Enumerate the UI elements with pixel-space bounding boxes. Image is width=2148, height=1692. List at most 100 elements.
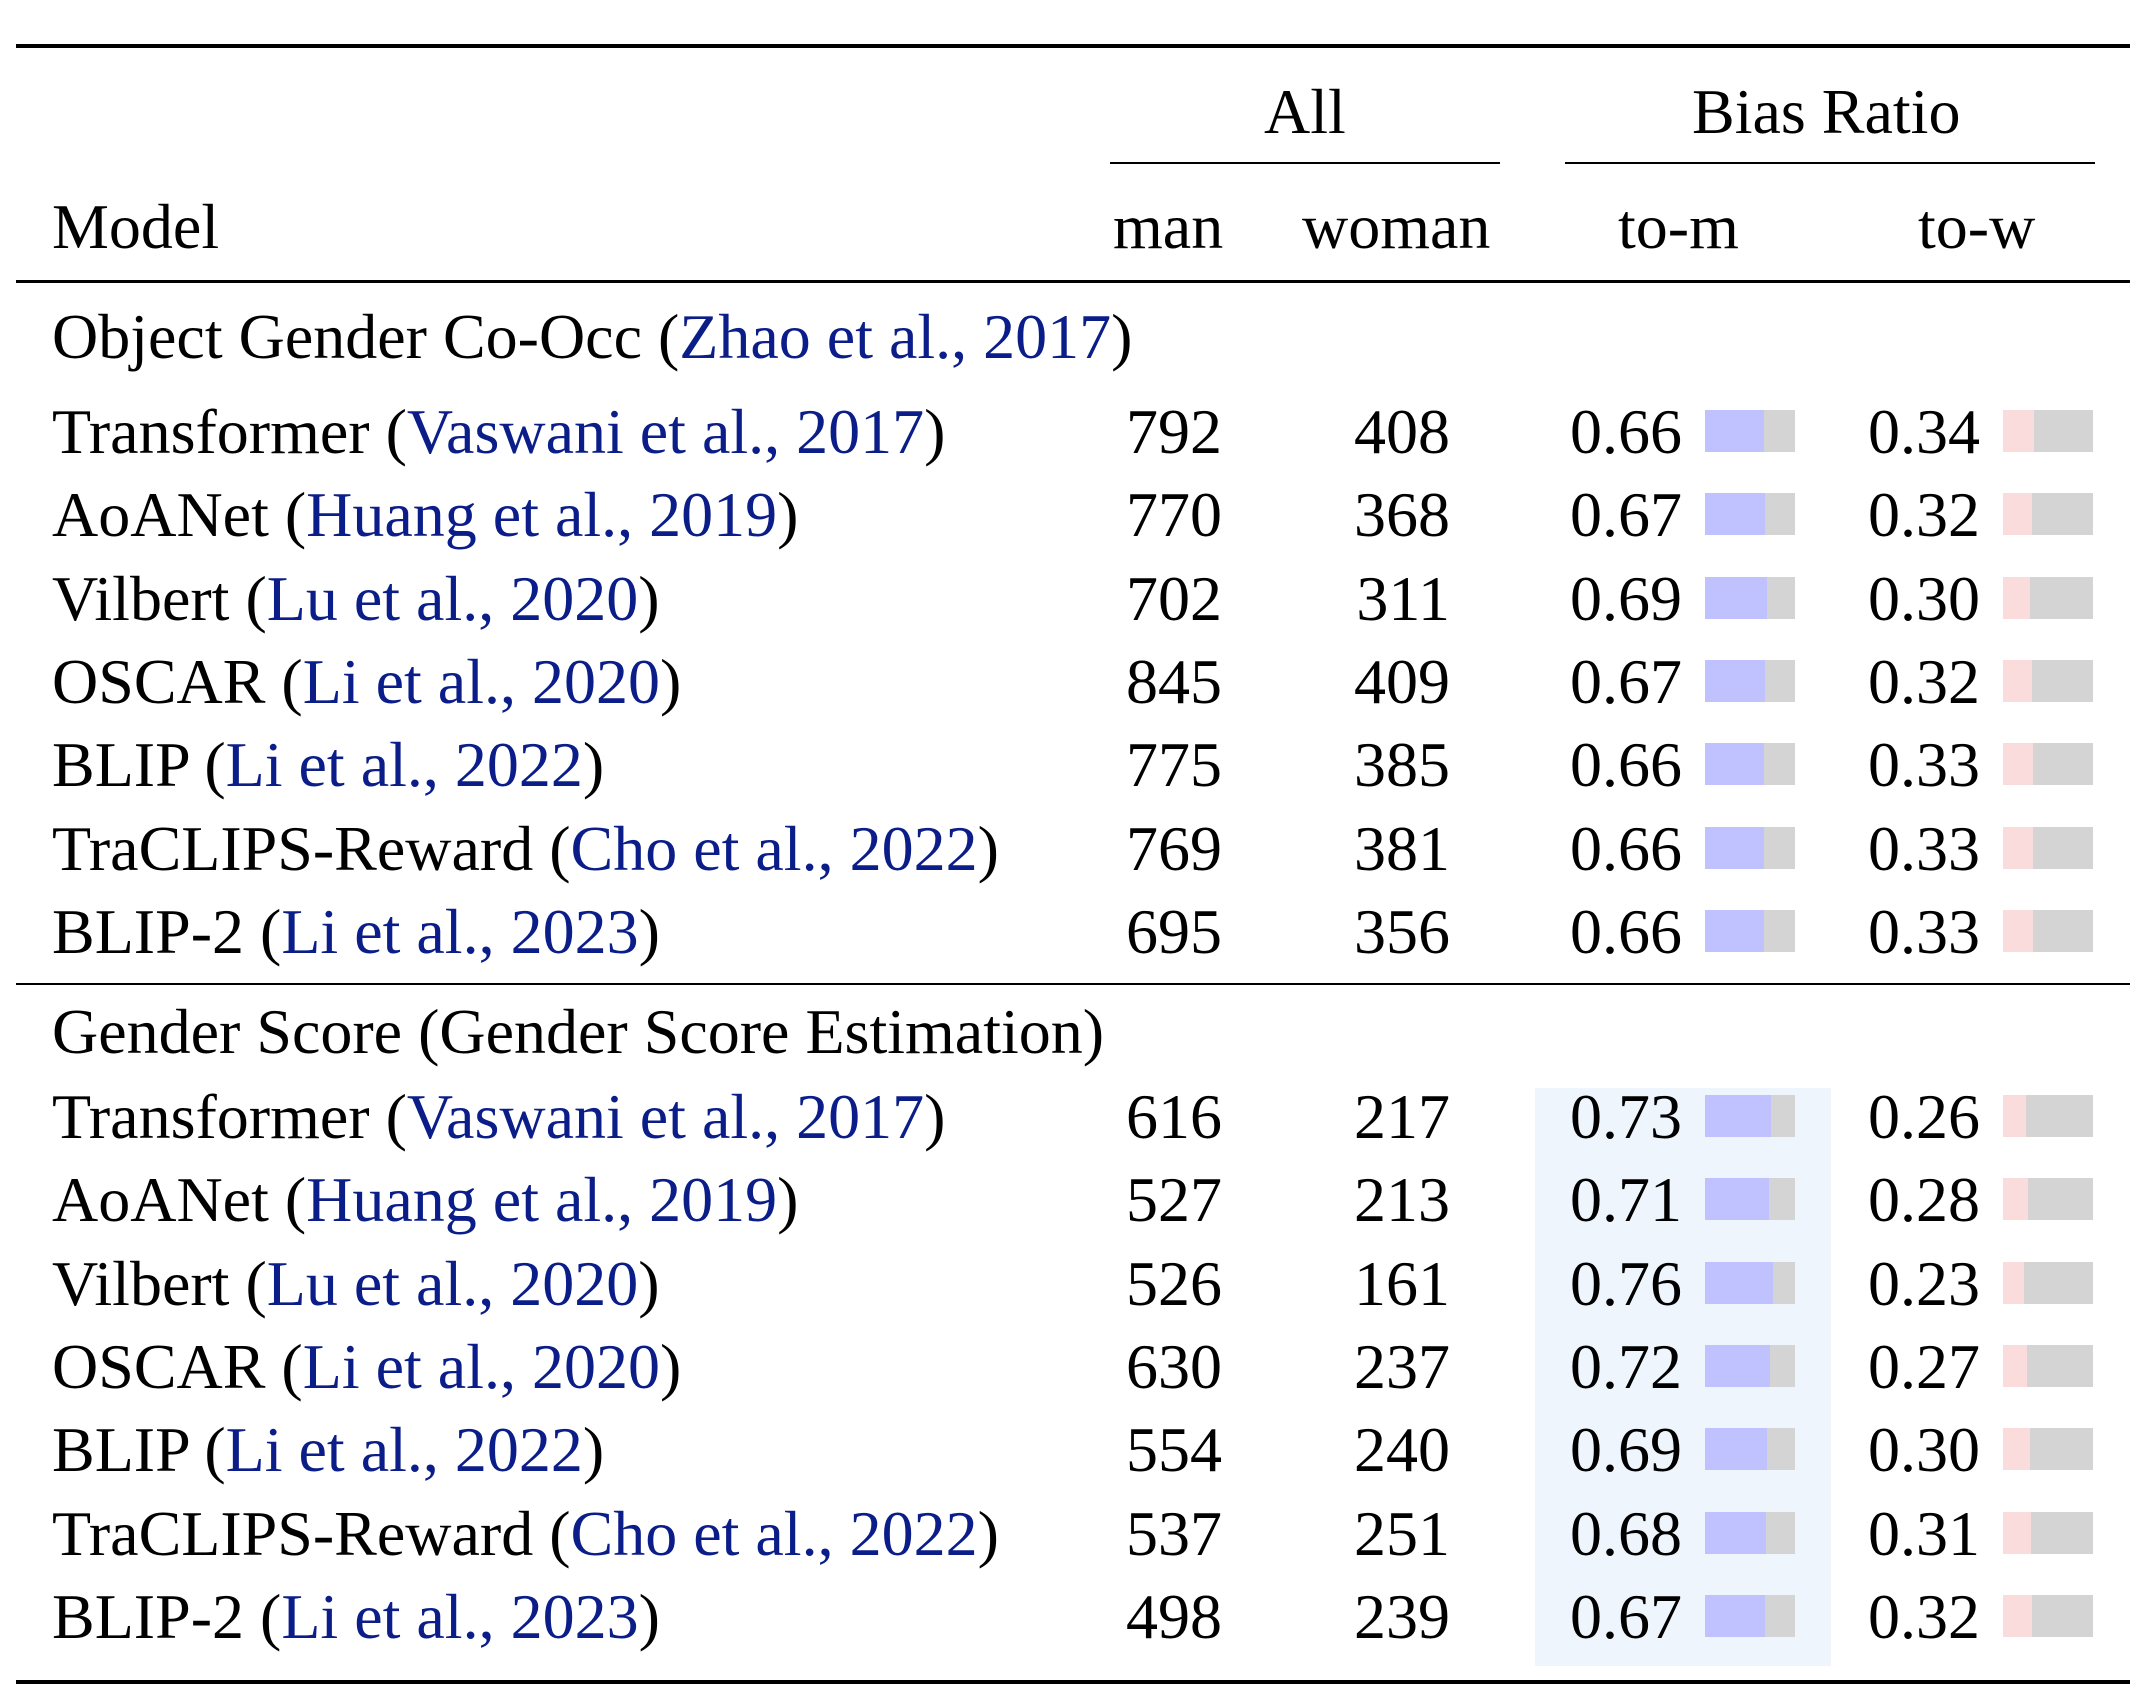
to-m-bar-fill — [1705, 1595, 1766, 1637]
model-citation: Huang et al., 2019 — [306, 479, 778, 550]
to-m-bar-fill — [1705, 577, 1768, 619]
cell-woman: 161 — [1354, 1248, 1450, 1319]
to-w-bar-fill — [2003, 910, 2033, 952]
model-name: BLIP-2 ( — [52, 1581, 282, 1652]
model-close: ) — [638, 1248, 660, 1319]
to-m-bar — [1705, 1512, 1795, 1554]
cell-to-m: 0.66 — [1570, 813, 1682, 884]
model-close: ) — [582, 1414, 605, 1485]
table-row-model: AoANet (Huang et al., 2019) — [52, 483, 798, 547]
to-w-bar-fill — [2003, 1595, 2032, 1637]
model-name: Transformer ( — [52, 396, 407, 467]
header-man: man — [1113, 191, 1224, 262]
model-name: Vilbert ( — [52, 1248, 267, 1319]
to-w-bar — [2003, 1262, 2093, 1304]
cell-woman: 251 — [1354, 1498, 1450, 1569]
cell-woman: 356 — [1354, 896, 1450, 967]
to-w-bar-fill — [2003, 1512, 2031, 1554]
model-close: ) — [638, 896, 660, 967]
to-m-bar — [1705, 1345, 1795, 1387]
model-citation: Li et al., 2022 — [225, 1414, 583, 1485]
to-w-bar-fill — [2003, 577, 2030, 619]
cell-man: 526 — [1126, 1248, 1222, 1319]
to-m-bar-fill — [1705, 1095, 1771, 1137]
to-m-bar-fill — [1705, 743, 1765, 785]
model-name: OSCAR ( — [52, 646, 303, 717]
to-m-bar — [1705, 743, 1795, 785]
model-name: BLIP-2 ( — [52, 896, 282, 967]
model-close: ) — [638, 563, 660, 634]
model-citation: Cho et al., 2022 — [570, 1498, 978, 1569]
to-w-bar-fill — [2003, 827, 2033, 869]
model-citation: Li et al., 2022 — [225, 729, 583, 800]
cell-man: 616 — [1126, 1081, 1222, 1152]
model-citation: Li et al., 2023 — [281, 896, 639, 967]
cell-man: 775 — [1126, 729, 1222, 800]
to-m-bar — [1705, 910, 1795, 952]
to-w-bar-fill — [2003, 1428, 2030, 1470]
model-citation: Li et al., 2020 — [302, 646, 660, 717]
cell-to-w: 0.23 — [1868, 1248, 1980, 1319]
table-row-model: TraCLIPS-Reward (Cho et al., 2022) — [52, 1502, 999, 1566]
model-citation: Cho et al., 2022 — [570, 813, 978, 884]
table-row-model: TraCLIPS-Reward (Cho et al., 2022) — [52, 817, 999, 881]
to-w-bar-fill — [2003, 743, 2033, 785]
model-close: ) — [924, 1081, 946, 1152]
cell-man: 498 — [1126, 1581, 1222, 1652]
to-m-bar-fill — [1705, 1428, 1768, 1470]
model-name: OSCAR ( — [52, 1331, 303, 1402]
table-row-model: AoANet (Huang et al., 2019) — [52, 1168, 798, 1232]
model-close: ) — [977, 813, 999, 884]
cell-to-w: 0.26 — [1868, 1081, 1980, 1152]
cell-woman: 408 — [1354, 396, 1450, 467]
cell-to-m: 0.67 — [1570, 1581, 1682, 1652]
cell-man: 769 — [1126, 813, 1222, 884]
table-row-model: BLIP-2 (Li et al., 2023) — [52, 900, 660, 964]
to-m-bar — [1705, 1178, 1795, 1220]
cell-woman: 381 — [1354, 813, 1450, 884]
to-m-bar — [1705, 1262, 1795, 1304]
header-all: All — [1264, 76, 1346, 147]
cell-to-w: 0.34 — [1868, 396, 1980, 467]
model-close: ) — [977, 1498, 999, 1569]
to-w-bar-fill — [2003, 493, 2032, 535]
to-w-bar-fill — [2003, 410, 2034, 452]
to-w-bar — [2003, 827, 2093, 869]
model-name: Transformer ( — [52, 1081, 407, 1152]
cell-to-w: 0.33 — [1868, 896, 1980, 967]
cell-woman: 240 — [1354, 1414, 1450, 1485]
cell-woman: 385 — [1354, 729, 1450, 800]
header-rule — [16, 280, 2130, 283]
cell-to-m: 0.69 — [1570, 1414, 1682, 1485]
table-row-model: BLIP (Li et al., 2022) — [52, 733, 604, 797]
to-w-bar-fill — [2003, 660, 2032, 702]
to-m-bar-fill — [1705, 410, 1765, 452]
to-m-bar-fill — [1705, 1262, 1774, 1304]
cell-to-w: 0.30 — [1868, 563, 1980, 634]
header-to-m: to-m — [1618, 191, 1739, 262]
cell-to-m: 0.67 — [1570, 646, 1682, 717]
table-row-model: Transformer (Vaswani et al., 2017) — [52, 1085, 945, 1149]
to-w-bar-fill — [2003, 1262, 2024, 1304]
to-m-bar-fill — [1705, 1345, 1770, 1387]
cell-to-m: 0.73 — [1570, 1081, 1682, 1152]
to-m-bar — [1705, 410, 1795, 452]
to-m-bar-fill — [1705, 1512, 1767, 1554]
table-row-model: BLIP-2 (Li et al., 2023) — [52, 1585, 660, 1649]
to-m-bar-fill — [1705, 660, 1766, 702]
cell-to-m: 0.72 — [1570, 1331, 1682, 1402]
cell-to-w: 0.31 — [1868, 1498, 1980, 1569]
to-w-bar — [2003, 743, 2093, 785]
model-name: TraCLIPS-Reward ( — [52, 813, 571, 884]
table-row-model: OSCAR (Li et al., 2020) — [52, 650, 681, 714]
cell-to-w: 0.28 — [1868, 1164, 1980, 1235]
table-row-model: Vilbert (Lu et al., 2020) — [52, 1252, 660, 1316]
cell-to-m: 0.66 — [1570, 729, 1682, 800]
cell-to-w: 0.33 — [1868, 729, 1980, 800]
to-w-bar — [2003, 1512, 2093, 1554]
cell-to-m: 0.66 — [1570, 396, 1682, 467]
cell-to-m: 0.71 — [1570, 1164, 1682, 1235]
cell-to-w: 0.27 — [1868, 1331, 1980, 1402]
cell-woman: 239 — [1354, 1581, 1450, 1652]
cell-man: 537 — [1126, 1498, 1222, 1569]
